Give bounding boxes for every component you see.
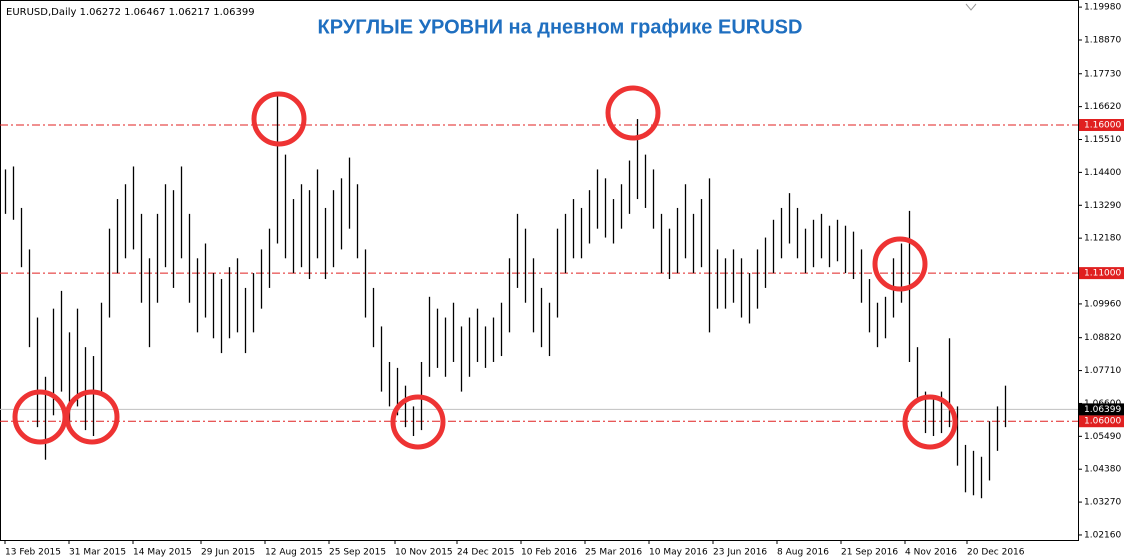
y-tick-label: 1.02160 [1084, 530, 1121, 540]
x-tick-label: 29 Jun 2015 [201, 548, 255, 558]
y-tick-label: 1.15510 [1084, 135, 1121, 145]
level-label: 1.06000 [1084, 417, 1121, 427]
y-tick-label: 1.16620 [1084, 102, 1121, 112]
x-tick-label: 20 Dec 2016 [967, 548, 1025, 558]
level-label-box [1079, 415, 1124, 428]
highlight-circle [64, 389, 120, 445]
y-tick-label: 1.05490 [1084, 432, 1121, 442]
y-tick-label: 1.14400 [1084, 168, 1121, 178]
x-tick-label: 10 Feb 2016 [521, 548, 577, 558]
x-tick-label: 10 Nov 2015 [395, 548, 453, 558]
symbol-info: EURUSD,Daily 1.06272 1.06467 1.06217 1.0… [6, 7, 255, 18]
x-tick-label: 21 Sep 2016 [841, 548, 898, 558]
y-tick-label: 1.19980 [1084, 3, 1121, 13]
x-tick-label: 10 May 2016 [649, 548, 708, 558]
x-tick-label: 25 Sep 2015 [329, 548, 386, 558]
x-tick-label: 13 Feb 2015 [5, 548, 61, 558]
x-tick-label: 24 Dec 2015 [457, 548, 515, 558]
y-tick-label: 1.07710 [1084, 366, 1121, 376]
x-tick-label: 12 Aug 2015 [265, 548, 323, 558]
x-tick-label: 31 Mar 2015 [69, 548, 126, 558]
x-tick-label: 4 Nov 2016 [905, 548, 957, 558]
level-label: 1.16000 [1084, 121, 1121, 131]
y-tick-label: 1.17730 [1084, 69, 1121, 79]
highlight-circle [872, 236, 928, 292]
level-label: 1.11000 [1084, 269, 1121, 279]
y-tick-label: 1.12180 [1084, 234, 1121, 244]
y-tick-label: 1.13290 [1084, 201, 1121, 211]
y-tick-label: 1.03270 [1084, 498, 1121, 508]
x-tick-label: 25 Mar 2016 [585, 548, 642, 558]
level-label-box [1079, 119, 1124, 132]
highlight-circle [251, 91, 307, 147]
plot-frame [0, 0, 1079, 541]
chart-title: КРУГЛЫЕ УРОВНИ на дневном графике EURUSD [318, 16, 803, 38]
y-tick-label: 1.09960 [1084, 299, 1121, 309]
y-tick-label: 1.18870 [1084, 35, 1121, 45]
y-tick-label: 1.08820 [1084, 333, 1121, 343]
x-tick-label: 14 May 2015 [133, 548, 192, 558]
x-tick-label: 8 Aug 2016 [777, 548, 829, 558]
level-label-box [1079, 267, 1124, 280]
highlight-circle [605, 85, 661, 141]
highlight-circle [390, 394, 446, 450]
highlight-circle [902, 394, 958, 450]
x-tick-label: 23 Jun 2016 [713, 548, 767, 558]
y-tick-label: 1.04380 [1084, 465, 1121, 475]
scroll-marker [965, 3, 977, 11]
current-price-label: 1.06399 [1084, 405, 1121, 415]
current-price-box [1079, 403, 1124, 416]
